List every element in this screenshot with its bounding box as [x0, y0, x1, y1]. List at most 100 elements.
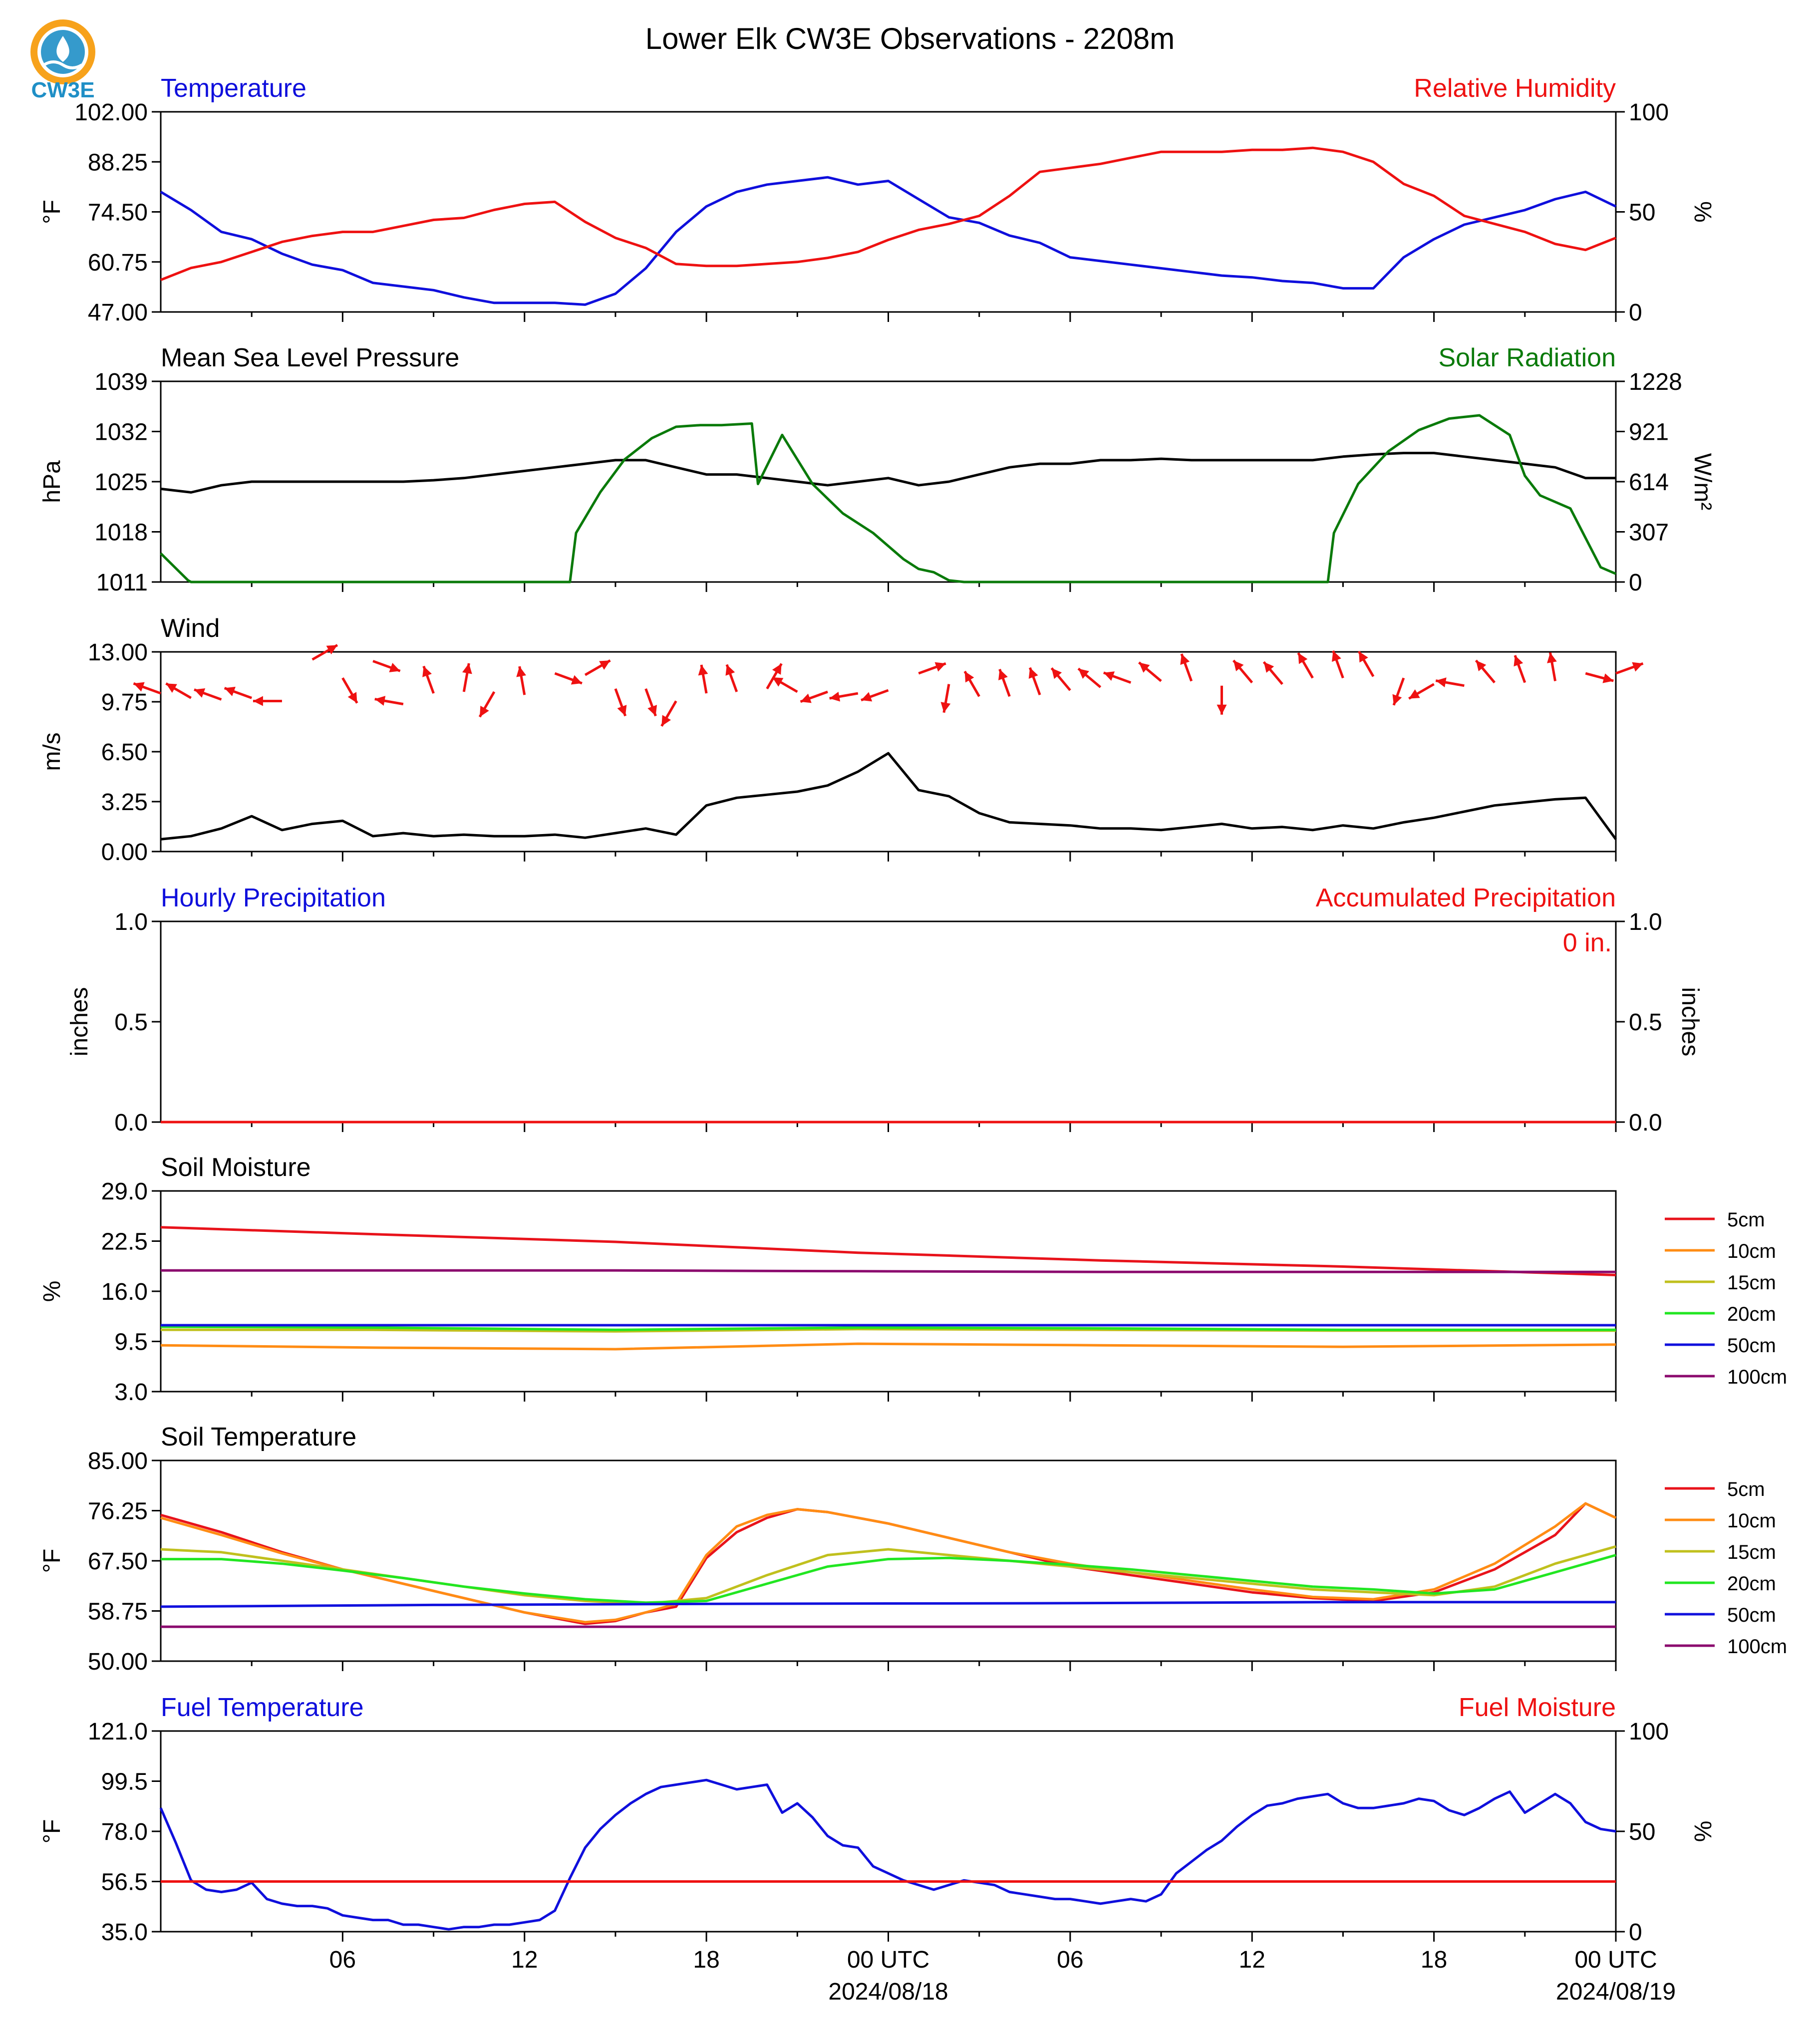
panel-wind: 13.00 9.75 6.50 3.25 0.00 Wind m/s: [39, 614, 1644, 866]
y-axis-label-left: inches: [66, 987, 93, 1057]
series-line-20cm: [160, 1325, 1616, 1331]
y-tick-label: 9.5: [114, 1329, 148, 1356]
wind-arrow-head: [326, 645, 337, 655]
series-line-mean-sea-level-pressure: [160, 452, 1616, 494]
axes-frame: [160, 1730, 1617, 1933]
legend-label: 50cm: [1727, 1335, 1776, 1357]
series-line-20cm: [161, 1554, 1616, 1604]
wind-arrow-head: [422, 666, 432, 677]
wind-arrow-head: [964, 671, 974, 683]
axes-frame: [160, 1190, 1617, 1393]
x-tick-label: 06: [329, 1947, 356, 1973]
y-tick-label-right: 0: [1629, 1919, 1642, 1946]
y-tick-label: 6.50: [101, 739, 148, 766]
series-line-5cm: [160, 1226, 1616, 1276]
y-tick-label: 1032: [94, 419, 148, 446]
y-tick-label: 29.0: [101, 1178, 148, 1205]
wind-arrow-head: [347, 692, 357, 703]
wind-arrow-head: [1028, 667, 1038, 679]
panel-title-right: Solar Radiation: [1438, 343, 1616, 372]
panel-precipitation: 1.0 0.5 0.0 1.0 0.5 0.0 Hourly Precipitation Ac…: [66, 883, 1703, 1136]
y-tick-label: 1011: [96, 570, 148, 596]
y-tick-label: 74.50: [88, 200, 148, 226]
series-line-10cm: [160, 1502, 1617, 1624]
axes-frame: [160, 920, 1617, 1123]
y-tick-label: 47.00: [88, 299, 148, 326]
y-tick-label-right: 1228: [1629, 369, 1682, 395]
wind-arrow-head: [647, 705, 657, 716]
wind-arrow-head: [772, 663, 782, 675]
wind-arrow-head: [829, 691, 841, 702]
wind-arrow-head: [1139, 662, 1150, 673]
y-axis-label-left: °F: [39, 200, 65, 224]
y-tick-label: 0.00: [101, 839, 148, 866]
y-axis-label-left: °F: [39, 1549, 65, 1573]
y-tick-label-right: 50: [1629, 1819, 1655, 1845]
y-axis-label-left: hPa: [39, 460, 65, 503]
y-tick-label-right: 0.0: [1629, 1110, 1662, 1136]
legend-label: 100cm: [1727, 1636, 1787, 1658]
wind-arrow-head: [224, 686, 236, 696]
legend-label: 15cm: [1727, 1541, 1776, 1563]
wind-arrow-head: [1547, 652, 1557, 663]
y-tick-label: 85.00: [88, 1448, 148, 1474]
legend-label: 50cm: [1727, 1604, 1776, 1626]
legend-label: 20cm: [1727, 1303, 1776, 1325]
y-tick-label-right: 0: [1629, 299, 1642, 326]
wind-arrow-head: [940, 702, 951, 713]
y-tick-label-right: 1.0: [1629, 909, 1662, 935]
wind-arrow-head: [1602, 673, 1614, 683]
y-axis-label-left: %: [39, 1281, 65, 1302]
y-tick-label: 99.5: [101, 1769, 148, 1795]
axes-frame: [160, 651, 1617, 853]
y-tick-label: 1025: [94, 469, 148, 496]
wind-arrow-head: [253, 696, 263, 706]
y-tick-label: 50.00: [88, 1649, 148, 1675]
series-line-temperature: [160, 176, 1617, 306]
y-tick-label: 1018: [94, 520, 148, 546]
logo-text: CW3E: [31, 78, 94, 102]
series-line-relative-humidity: [160, 146, 1616, 282]
y-tick-label: 58.75: [88, 1599, 148, 1625]
y-axis-label-right: %: [1689, 201, 1716, 223]
wind-arrow-head: [516, 666, 526, 677]
series-line-100cm: [161, 1269, 1616, 1273]
wind-arrow-head: [462, 663, 472, 674]
y-tick-label: 78.0: [101, 1819, 148, 1845]
drop-icon: [56, 36, 69, 62]
wind-arrow-head: [617, 705, 627, 716]
series-line-solar-radiation: [160, 414, 1616, 583]
y-tick-label: 102.00: [74, 99, 148, 126]
y-tick-label: 0.5: [114, 1009, 148, 1036]
x-tick-label: 12: [511, 1947, 538, 1973]
wind-arrow-head: [772, 677, 784, 687]
wind-arrow-head: [1392, 694, 1402, 705]
wind-arrow-head: [1078, 668, 1089, 679]
y-tick-label-right: 100: [1629, 1719, 1669, 1745]
panel-title-right: Fuel Moisture: [1459, 1693, 1616, 1722]
legend-label: 15cm: [1727, 1272, 1776, 1294]
series-line-10cm: [160, 1342, 1616, 1351]
wind-arrow-head: [1051, 668, 1062, 679]
wind-arrow-head: [698, 664, 708, 676]
y-tick-label: 16.0: [101, 1279, 148, 1305]
wind-arrow-head: [725, 664, 735, 676]
wind-arrow-head: [1180, 653, 1190, 665]
panel-title-left: Temperature: [161, 74, 306, 103]
wind-arrow-head: [1476, 660, 1487, 671]
wind-arrow-head: [1436, 677, 1447, 687]
panel-title-left: Mean Sea Level Pressure: [161, 343, 459, 372]
wind-arrow-head: [998, 669, 1008, 680]
legend-label: 20cm: [1727, 1573, 1776, 1595]
wind-arrow-head: [389, 663, 400, 672]
wind-arrow-head: [1359, 651, 1368, 663]
y-tick-label: 56.5: [101, 1869, 148, 1896]
wind-arrow-head: [1103, 671, 1115, 681]
wind-arrow-head: [599, 660, 610, 670]
y-tick-label: 1.0: [114, 909, 148, 935]
logo-ring: [30, 19, 95, 84]
wind-arrow-head: [1233, 660, 1244, 671]
legend-label: 5cm: [1727, 1478, 1765, 1500]
y-tick-label: 60.75: [88, 250, 148, 276]
